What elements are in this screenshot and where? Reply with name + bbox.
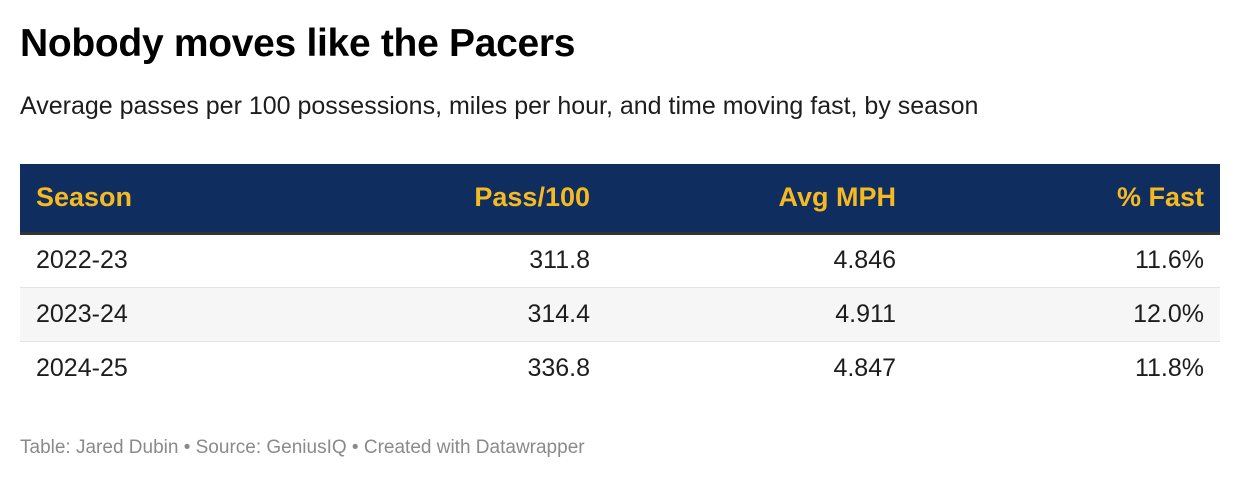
- table-body: 2022-23 311.8 4.846 11.6% 2023-24 314.4 …: [20, 233, 1220, 395]
- cell-pct-fast: 12.0%: [912, 287, 1220, 342]
- chart-subtitle: Average passes per 100 possessions, mile…: [20, 92, 979, 120]
- cell-pass-per-100: 314.4: [300, 287, 606, 342]
- cell-avg-mph: 4.911: [606, 287, 912, 342]
- cell-avg-mph: 4.846: [606, 233, 912, 288]
- table-header: Season Pass/100 Avg MPH % Fast: [20, 164, 1220, 235]
- chart-title: Nobody moves like the Pacers: [20, 22, 576, 65]
- chart-footer-credits: Table: Jared Dubin • Source: GeniusIQ • …: [20, 437, 585, 458]
- table-row: 2024-25 336.8 4.847 11.8%: [20, 341, 1220, 395]
- table-row: 2023-24 314.4 4.911 12.0%: [20, 287, 1220, 342]
- cell-pass-per-100: 311.8: [300, 233, 606, 288]
- column-header-season[interactable]: Season: [20, 164, 300, 235]
- column-header-avg-mph[interactable]: Avg MPH: [606, 164, 912, 235]
- cell-pct-fast: 11.8%: [1134, 353, 1204, 382]
- cell-season: 2023-24: [20, 287, 300, 342]
- table-row: 2022-23 311.8 4.846 11.6%: [20, 233, 1220, 288]
- cell-avg-mph: 4.847: [833, 353, 896, 382]
- data-table: Season Pass/100 Avg MPH % Fast 2022-23 3…: [20, 164, 1220, 395]
- cell-season: 2024-25: [36, 353, 128, 382]
- column-header-pass-per-100[interactable]: Pass/100: [300, 164, 606, 235]
- table-header-row: Season Pass/100 Avg MPH % Fast: [20, 164, 1220, 235]
- column-header-pct-fast[interactable]: % Fast: [912, 164, 1220, 235]
- cell-season: 2022-23: [20, 233, 300, 288]
- cell-pass-per-100: 336.8: [527, 353, 590, 382]
- cell-pct-fast: 11.6%: [912, 233, 1220, 288]
